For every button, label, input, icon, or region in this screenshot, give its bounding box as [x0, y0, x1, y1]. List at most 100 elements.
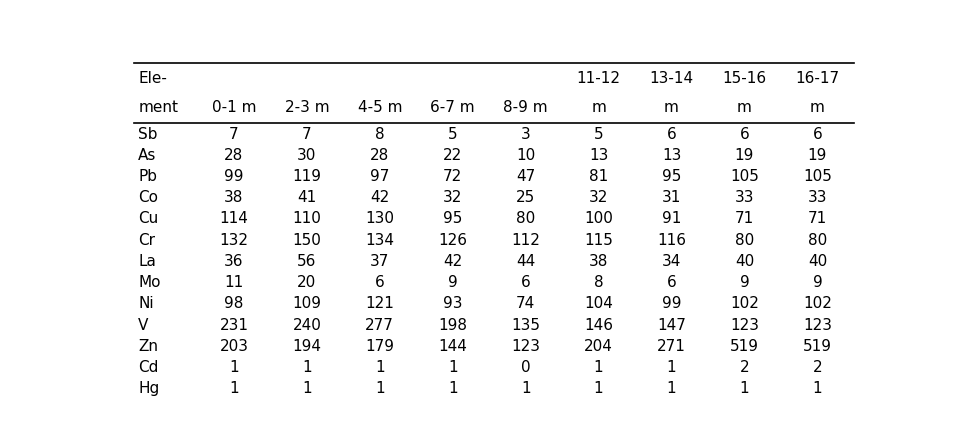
Text: 3: 3 — [521, 127, 530, 141]
Text: 0: 0 — [521, 360, 530, 375]
Text: 146: 146 — [584, 318, 613, 333]
Text: 6-7 m: 6-7 m — [431, 100, 475, 115]
Text: 9: 9 — [740, 275, 749, 290]
Text: 150: 150 — [293, 233, 322, 248]
Text: 144: 144 — [438, 339, 467, 354]
Text: 135: 135 — [511, 318, 540, 333]
Text: 20: 20 — [298, 275, 317, 290]
Text: 134: 134 — [366, 233, 394, 248]
Text: m: m — [591, 100, 606, 115]
Text: 2: 2 — [812, 360, 822, 375]
Text: 40: 40 — [735, 254, 754, 269]
Text: 32: 32 — [589, 190, 609, 205]
Text: 194: 194 — [292, 339, 322, 354]
Text: 1: 1 — [667, 360, 677, 375]
Text: 44: 44 — [516, 254, 535, 269]
Text: 126: 126 — [438, 233, 467, 248]
Text: 6: 6 — [667, 127, 677, 141]
Text: ment: ment — [138, 100, 178, 115]
Text: 116: 116 — [657, 233, 686, 248]
Text: 97: 97 — [370, 169, 389, 184]
Text: 1: 1 — [740, 381, 749, 396]
Text: 1: 1 — [229, 381, 238, 396]
Text: 19: 19 — [735, 148, 754, 163]
Text: 37: 37 — [370, 254, 389, 269]
Text: 6: 6 — [812, 127, 822, 141]
Text: 81: 81 — [589, 169, 609, 184]
Text: 47: 47 — [516, 169, 535, 184]
Text: 8: 8 — [375, 127, 385, 141]
Text: 102: 102 — [730, 297, 759, 311]
Text: 147: 147 — [657, 318, 686, 333]
Text: Ni: Ni — [138, 297, 154, 311]
Text: 204: 204 — [584, 339, 613, 354]
Text: 80: 80 — [735, 233, 754, 248]
Text: 198: 198 — [438, 318, 467, 333]
Text: 91: 91 — [662, 212, 681, 226]
Text: 95: 95 — [662, 169, 681, 184]
Text: 13: 13 — [662, 148, 681, 163]
Text: 1: 1 — [375, 381, 385, 396]
Text: Pb: Pb — [138, 169, 157, 184]
Text: 1: 1 — [521, 381, 530, 396]
Text: As: As — [138, 148, 157, 163]
Text: 80: 80 — [808, 233, 827, 248]
Text: 56: 56 — [297, 254, 317, 269]
Text: 99: 99 — [224, 169, 244, 184]
Text: 71: 71 — [808, 212, 827, 226]
Text: Ele-: Ele- — [138, 71, 167, 86]
Text: 36: 36 — [224, 254, 244, 269]
Text: 38: 38 — [589, 254, 609, 269]
Text: 112: 112 — [511, 233, 540, 248]
Text: m: m — [810, 100, 825, 115]
Text: 98: 98 — [224, 297, 244, 311]
Text: 11-12: 11-12 — [576, 71, 620, 86]
Text: 93: 93 — [443, 297, 462, 311]
Text: 1: 1 — [302, 360, 312, 375]
Text: 16-17: 16-17 — [795, 71, 839, 86]
Text: 1: 1 — [593, 381, 604, 396]
Text: 33: 33 — [735, 190, 754, 205]
Text: 8-9 m: 8-9 m — [503, 100, 548, 115]
Text: 2-3 m: 2-3 m — [284, 100, 329, 115]
Text: 0-1 m: 0-1 m — [211, 100, 256, 115]
Text: 32: 32 — [443, 190, 462, 205]
Text: 1: 1 — [448, 381, 457, 396]
Text: m: m — [737, 100, 752, 115]
Text: 121: 121 — [366, 297, 394, 311]
Text: 9: 9 — [448, 275, 457, 290]
Text: 6: 6 — [667, 275, 677, 290]
Text: Cr: Cr — [138, 233, 155, 248]
Text: 1: 1 — [375, 360, 385, 375]
Text: 28: 28 — [224, 148, 243, 163]
Text: 99: 99 — [662, 297, 681, 311]
Text: 6: 6 — [375, 275, 385, 290]
Text: 110: 110 — [293, 212, 322, 226]
Text: 13: 13 — [589, 148, 609, 163]
Text: 277: 277 — [366, 318, 394, 333]
Text: 519: 519 — [730, 339, 759, 354]
Text: 105: 105 — [730, 169, 759, 184]
Text: 11: 11 — [224, 275, 243, 290]
Text: 123: 123 — [803, 318, 832, 333]
Text: 100: 100 — [584, 212, 613, 226]
Text: 203: 203 — [219, 339, 249, 354]
Text: 130: 130 — [366, 212, 394, 226]
Text: 123: 123 — [511, 339, 540, 354]
Text: 74: 74 — [516, 297, 535, 311]
Text: 71: 71 — [735, 212, 754, 226]
Text: 4-5 m: 4-5 m — [358, 100, 402, 115]
Text: 105: 105 — [803, 169, 832, 184]
Text: 30: 30 — [297, 148, 317, 163]
Text: Mo: Mo — [138, 275, 161, 290]
Text: 271: 271 — [657, 339, 686, 354]
Text: Hg: Hg — [138, 381, 160, 396]
Text: 80: 80 — [516, 212, 535, 226]
Text: 95: 95 — [443, 212, 462, 226]
Text: Sb: Sb — [138, 127, 158, 141]
Text: 9: 9 — [812, 275, 822, 290]
Text: 38: 38 — [224, 190, 244, 205]
Text: 114: 114 — [219, 212, 248, 226]
Text: 179: 179 — [366, 339, 394, 354]
Text: 115: 115 — [584, 233, 613, 248]
